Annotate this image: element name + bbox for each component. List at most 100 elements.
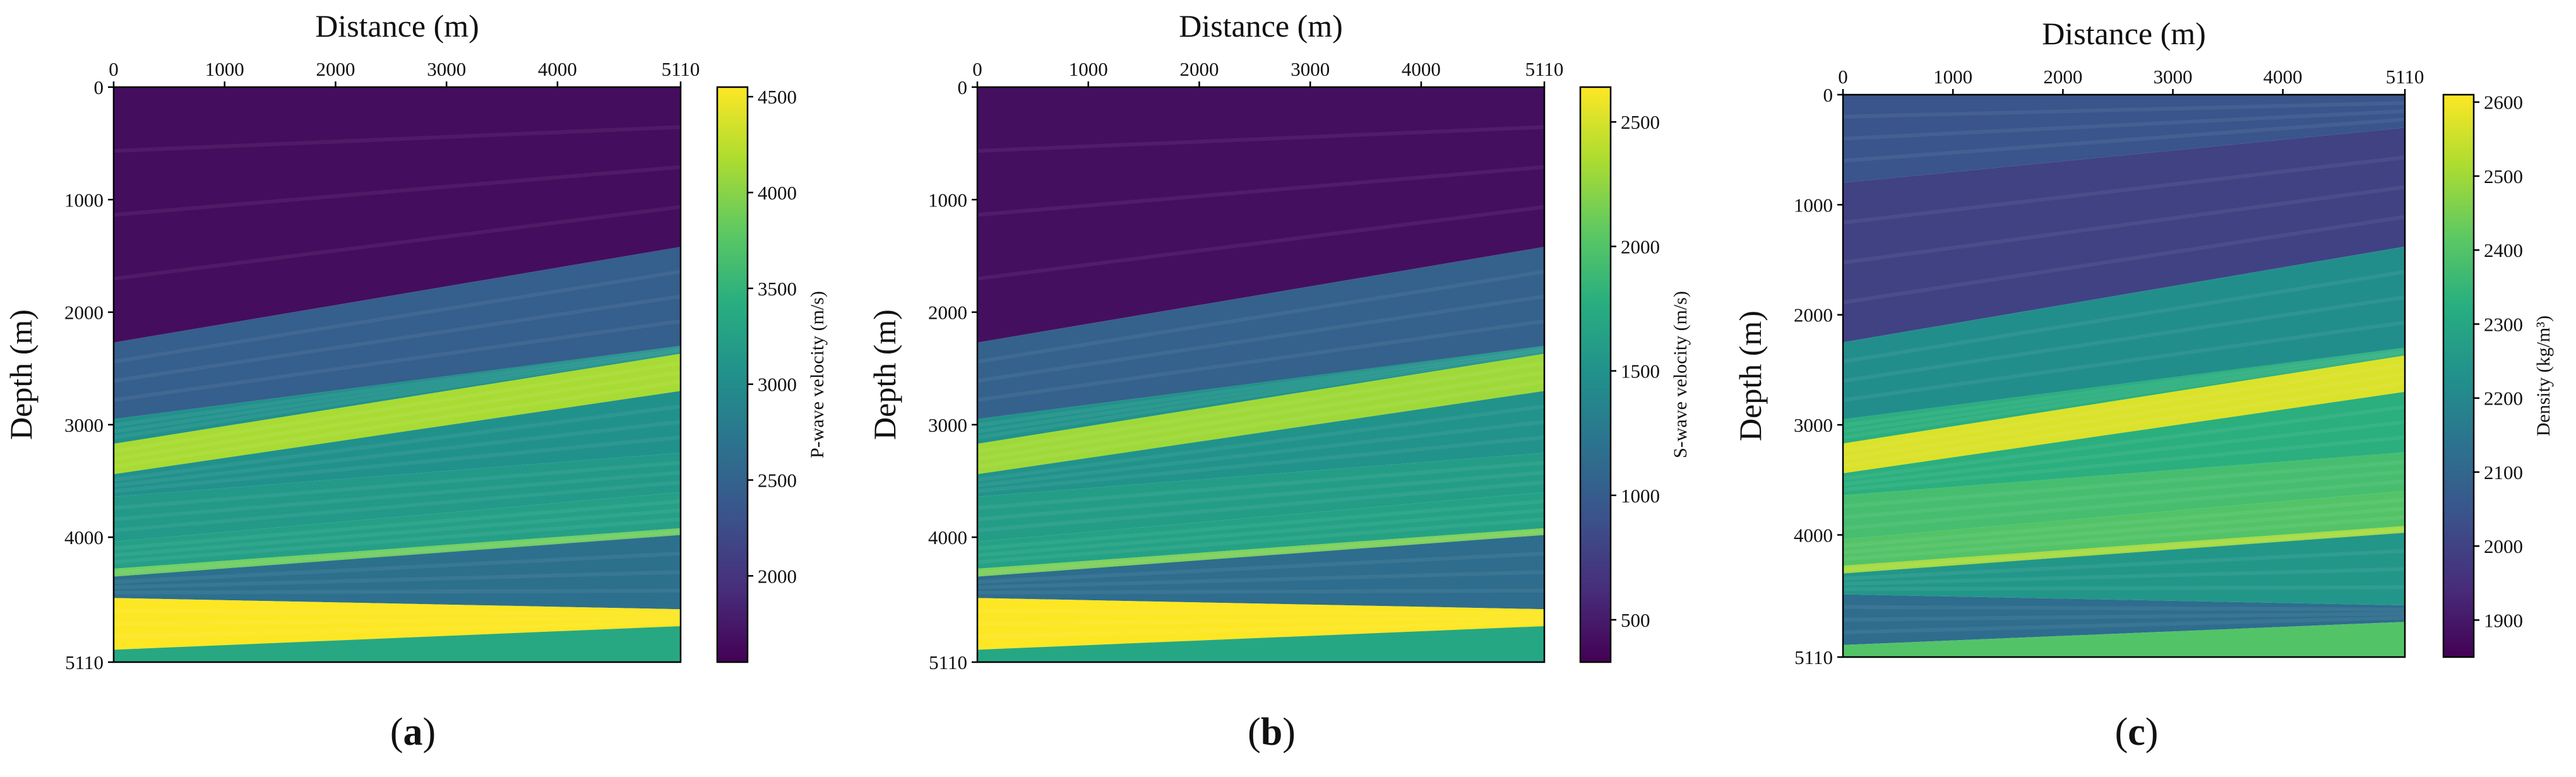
plot-frame: [1842, 93, 2406, 658]
layer-8: [1843, 490, 2405, 566]
layer-texture: [114, 270, 681, 364]
layer-texture: [1843, 352, 2405, 440]
y-tick-label: 4000: [1794, 524, 1833, 546]
layer-texture: [977, 620, 1544, 639]
colorbar-a: 2000 2500 3000 3500 4000 4500 P-wave velocity …: [716, 86, 828, 663]
layer-texture: [1843, 101, 2405, 119]
layer-texture: [114, 319, 681, 402]
y-tick-label: 4000: [928, 526, 967, 549]
layer-11: [977, 626, 1544, 662]
layer-texture: [114, 165, 681, 217]
layer-texture: [977, 294, 1544, 383]
colorbar-c: 1900 2000 2100 2200 2300 2400 2500 2600 Density …: [2442, 92, 2554, 658]
colorbar-tick-label: 4500: [758, 86, 797, 108]
colorbar-tick-label: 2600: [2484, 92, 2523, 114]
x-tick-label: 1000: [205, 58, 244, 80]
x-tick-label: 4000: [1402, 58, 1441, 80]
colorbar-tick-label: 2300: [2484, 313, 2523, 335]
layer-texture: [977, 370, 1544, 461]
colorbar-gradient: [2443, 95, 2474, 657]
layer-texture: [1843, 497, 2405, 548]
layer-texture: [977, 461, 1544, 510]
layer-texture: [114, 350, 681, 440]
layer-texture: [977, 404, 1544, 482]
colorbar-tick-label: 1900: [2484, 609, 2523, 631]
layer-texture: [977, 588, 1544, 595]
y-tick-label: 3000: [1794, 414, 1833, 436]
layer-texture: [114, 517, 681, 564]
heatmap-a: [114, 87, 681, 662]
layer-texture: [977, 346, 1544, 427]
layer-texture: [114, 361, 681, 454]
layer-10: [977, 598, 1544, 650]
colorbar-tick-label: 500: [1621, 609, 1650, 631]
layer-texture: [114, 294, 681, 383]
x-tick-label: 5110: [1525, 58, 1564, 80]
layer-texture: [977, 435, 1544, 494]
layer-texture: [1843, 420, 2405, 487]
colorbar-tick-label: 1000: [1621, 485, 1660, 507]
colorbar-gradient: [717, 87, 748, 662]
x-tick-label: 5110: [2386, 66, 2424, 88]
layer-texture: [1843, 320, 2405, 402]
layer-2: [1843, 128, 2405, 343]
colorbar-label: P-wave velocity (m/s): [807, 291, 828, 458]
layer-texture: [1843, 585, 2405, 591]
colorbar-frame: [716, 86, 749, 663]
layer-texture: [114, 346, 681, 427]
layer-10: [1843, 532, 2405, 606]
y-tick-label: 2000: [928, 302, 967, 324]
layer-texture: [1843, 372, 2405, 461]
layer-texture: [1843, 348, 2405, 427]
layer-texture: [1843, 405, 2405, 481]
layer-9: [977, 535, 1544, 610]
layer-texture: [977, 165, 1544, 217]
layer-texture: [1843, 362, 2405, 453]
colorbar-tick-label: 1500: [1621, 360, 1660, 383]
colorbar-tick-label: 2100: [2484, 461, 2523, 483]
y-tick-label: 2000: [1794, 304, 1833, 326]
panel-label: (c): [2115, 711, 2159, 754]
layer-texture: [1843, 435, 2405, 492]
layer-texture: [977, 480, 1544, 533]
panel-label: (b): [1248, 711, 1296, 754]
layer-texture: [114, 379, 681, 469]
layer-texture: [1843, 506, 2405, 555]
y-tick-label: 0: [94, 76, 104, 98]
x-tick-label: 2000: [1179, 58, 1219, 80]
colorbar-tick-label: 3500: [758, 278, 797, 300]
x-tick-label: 2000: [316, 58, 355, 80]
y-tick-label: 5110: [929, 651, 967, 673]
layer-texture: [977, 615, 1544, 626]
layer-texture: [1843, 155, 2405, 225]
layer-texture: [114, 370, 681, 461]
layer-texture: [977, 470, 1544, 521]
colorbar-label: Density (kg/m³): [2533, 316, 2554, 436]
y-axis-label: Depth (m): [1732, 311, 1768, 441]
x-tick-label: 4000: [538, 58, 577, 80]
colorbar-gradient: [1580, 87, 1611, 662]
layer-1: [977, 87, 1544, 343]
layer-texture: [1843, 470, 2405, 519]
layer-3: [977, 346, 1544, 444]
plot-frame: [976, 86, 1546, 663]
x-tick-label: 2000: [2043, 66, 2082, 88]
colorbar-tick-label: 2200: [2484, 388, 2523, 410]
layer-texture: [977, 348, 1544, 434]
layer-texture: [114, 470, 681, 521]
layer-texture: [114, 608, 681, 615]
y-tick-label: 5110: [65, 651, 104, 673]
layer-texture: [1843, 295, 2405, 383]
layer-texture: [1843, 615, 2405, 634]
x-tick-label: 1000: [1069, 58, 1108, 80]
layer-texture: [977, 570, 1544, 590]
layer-texture: [977, 420, 1544, 488]
y-tick-label: 5110: [1794, 646, 1833, 668]
colorbar-label: S-wave velocity (m/s): [1670, 291, 1691, 458]
layer-texture: [977, 205, 1544, 281]
colorbar-frame: [1579, 86, 1612, 663]
colorbar-tick-label: 2000: [2484, 535, 2523, 557]
layer-texture: [114, 531, 681, 577]
panel-b: 0 1000 2000 3000 4000 5110 0 1000 2000 3000 4000 51…: [867, 8, 1691, 754]
layer-texture: [1843, 612, 2405, 622]
